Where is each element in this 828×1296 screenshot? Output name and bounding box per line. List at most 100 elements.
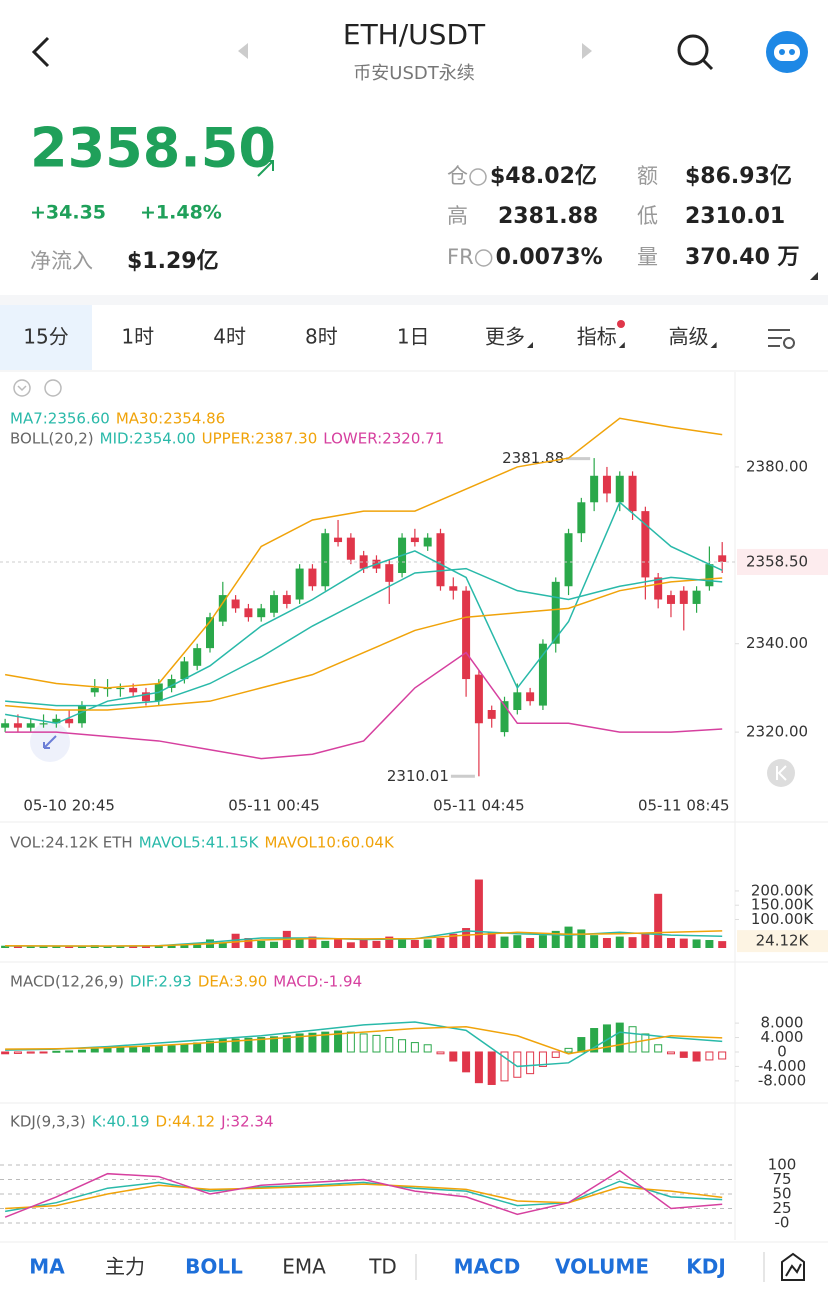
interval-tab[interactable]: 更多 [485,325,525,349]
indicator-tab[interactable]: VOLUME [555,1255,649,1279]
chart-settings[interactable] [768,329,795,349]
y-tick-label: 150.00K [751,896,814,914]
y-tick-label: 50 [772,1184,791,1202]
x-tick-label: 05-11 04:45 [433,797,525,815]
interval-tab[interactable]: 1时 [121,325,154,349]
volume-bar [1,945,10,948]
candle-body [679,590,688,604]
y-tick-label: -8.000 [758,1071,806,1089]
volume-bar [359,939,368,948]
indicator-tab[interactable]: TD [368,1255,397,1279]
indicator-tab[interactable]: MACD [454,1255,521,1279]
indicator-tab[interactable]: MA [29,1255,65,1279]
stat-label: 量 [637,245,658,269]
volume-bar [103,946,112,948]
prev-arrow[interactable] [238,43,248,59]
indicator-legend: KDJ(9,3,3) [10,1113,86,1131]
macd-bar [334,1030,343,1053]
volume-bar [628,937,637,948]
volume-bar [13,946,22,948]
candle-body [167,679,176,688]
pair-title: ETH/USDT [343,18,486,51]
macd-bar [410,1042,419,1053]
volume-bar [167,944,176,948]
macd-bar [359,1033,368,1053]
stat-label: FR [447,245,474,269]
search-button[interactable] [677,34,714,71]
volume-bar [462,928,471,948]
y-tick-label: 25 [772,1199,791,1217]
volume-bar [602,938,611,948]
interval-tab[interactable]: 4时 [213,325,246,349]
candle-body [423,537,432,547]
candle-body [410,537,419,543]
volume-bar [487,932,496,948]
indicator-tab[interactable]: 主力 [105,1255,145,1279]
indicator-legend: MAVOL5:41.15K [139,834,260,852]
volume-bar [193,942,202,948]
macd-bar [26,1051,35,1054]
assistant-avatar[interactable] [766,31,808,73]
macd-bar [206,1040,214,1053]
stat-label: 额 [637,164,658,188]
back-button[interactable] [31,36,50,68]
candle-body [270,595,279,613]
indicator-legend: DIF:2.93 [130,973,192,991]
indicator-legend: UPPER:2387.30 [202,430,318,448]
y-tick-label: -0 [775,1213,790,1231]
interval-tab[interactable]: 15分 [23,325,68,349]
macd-bar [141,1046,150,1053]
indicator-line [5,577,723,711]
macd-bar [65,1050,74,1053]
y-tick-label: 8.000 [761,1014,804,1032]
price-change-pct: +1.48% [140,202,222,224]
candle-body [462,590,471,680]
candle-body [206,617,214,649]
candle-body [590,475,599,503]
extreme-label: 2310.01 [387,767,449,785]
y-tick-label: 100 [768,1155,797,1173]
chart-tools[interactable] [13,379,62,397]
macd-bar [590,1028,599,1053]
interval-tab[interactable]: 指标 [577,325,617,349]
interval-tab[interactable]: 8时 [305,325,338,349]
candle-body [577,502,586,534]
macd-bar [423,1044,432,1053]
volume-bar [180,944,189,948]
macd-bar [103,1047,112,1053]
indicator-tab[interactable]: KDJ [686,1255,726,1279]
interval-tab[interactable]: 高级 [669,325,709,349]
indicator-line [4,1169,723,1218]
volume-bar [474,879,483,948]
draw-tool[interactable] [781,1252,805,1281]
macd-bar [13,1051,22,1054]
stat-label: 仓 [447,164,468,188]
candle-body [654,577,663,600]
candle-body [474,674,483,724]
stat-value: 370.40 万 [685,245,800,270]
macd-bar [129,1047,138,1053]
candle-body [436,533,445,587]
help-icon [474,249,493,267]
candle-body [26,723,35,728]
volume-bar [666,938,675,948]
trend-arrow [257,160,274,177]
volume-bar [295,939,304,948]
interval-tab[interactable]: 1日 [397,325,430,349]
volume-bar [398,939,407,948]
indicator-legend: MAVOL10:60.04K [264,834,394,852]
next-arrow[interactable] [582,43,592,59]
last-price-box [737,548,828,575]
x-tick-label: 05-11 00:45 [228,797,320,815]
indicator-legend: MA30:2354.86 [116,410,225,428]
macd-bar [705,1051,714,1061]
macd-bar [564,1047,573,1053]
macd-bar [180,1044,189,1053]
indicator-tab[interactable]: EMA [282,1255,326,1279]
macd-bar [372,1034,381,1053]
jump-latest[interactable] [767,759,795,787]
candle-body [244,608,253,618]
indicator-line [5,930,723,947]
macd-bar [615,1022,624,1053]
indicator-tab[interactable]: BOLL [185,1255,243,1279]
